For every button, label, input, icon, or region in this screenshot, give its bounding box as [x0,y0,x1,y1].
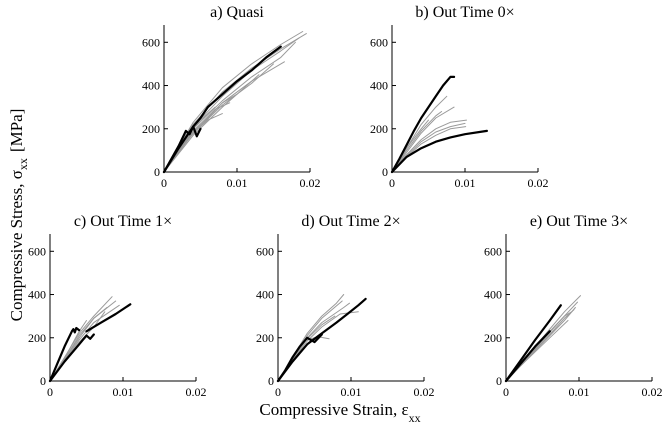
series-line [163,33,307,173]
y-axis-label-subscript: xx [16,158,30,170]
series-line [163,93,238,173]
y-tick-label: 400 [142,79,160,93]
series-line [163,63,274,173]
x-tick-label: 0.01 [113,385,134,399]
panel-2: b) Out Time 0× 0 0.01 0.02 0 200 400 600 [370,4,549,190]
x-axis-label-main: Compressive Strain, ε [259,400,408,419]
x-tick-label: 0 [275,385,281,399]
series-line [163,61,285,173]
series-line-bold [390,75,456,174]
y-tick-label: 600 [256,244,274,258]
y-axis-label: Compressive Stress, σxx [MPa] [7,109,30,322]
y-tick-label: 200 [28,331,46,345]
series-line-bold [390,129,488,174]
y-tick-label: 400 [28,288,46,302]
series-line-bold [504,304,562,383]
x-tick-label: 0.02 [300,176,321,190]
y-tick-label: 200 [256,331,274,345]
series-line [163,31,304,173]
x-axis-label: Compressive Strain, εxx [259,400,420,425]
series-line [163,74,260,173]
x-tick-label: 0.01 [341,385,362,399]
x-tick-label: 0.02 [528,176,549,190]
series-line-bold [276,333,323,383]
panel-title: e) Out Time 3× [530,213,628,230]
y-tick-label: 0 [382,165,388,179]
x-tick-label: 0 [47,385,53,399]
series-line-bold [162,125,202,174]
series-line-bold [48,326,81,383]
panel-1: a) Quasi 0 0.01 0.02 0 200 400 600 [142,4,321,190]
x-tick-label: 0 [161,176,167,190]
series-line [391,106,455,173]
y-tick-label: 200 [370,122,388,136]
y-axis-label-main: Compressive Stress, σ [7,170,26,321]
y-tick-label: 0 [154,165,160,179]
x-tick-label: 0.01 [455,176,476,190]
y-tick-label: 600 [484,244,502,258]
y-tick-label: 600 [370,35,388,49]
series-line [163,37,300,173]
y-axis-label-unit: [MPa] [7,109,26,152]
series-line-bold [276,297,367,383]
series-line [49,304,120,382]
y-tick-label: 200 [484,331,502,345]
x-tick-label: 0.02 [642,385,663,399]
y-tick-label: 600 [28,244,46,258]
x-axis-label-subscript: xx [409,411,421,425]
x-tick-label: 0.01 [227,176,248,190]
y-tick-label: 600 [142,35,160,49]
y-tick-label: 0 [40,374,46,388]
series-line [391,111,443,173]
x-tick-label: 0 [389,176,395,190]
panel-title: d) Out Time 2× [301,213,400,230]
series-line [163,41,296,173]
panel-title: b) Out Time 0× [415,4,514,21]
series-line-bold [504,330,551,383]
panel-4: d) Out Time 2× 0 0.01 0.02 0 200 400 600 [256,213,435,399]
y-tick-label: 400 [484,288,502,302]
x-tick-label: 0.02 [186,385,207,399]
x-tick-label: 0.02 [414,385,435,399]
series-line [391,119,467,173]
y-tick-label: 200 [142,122,160,136]
y-tick-label: 400 [370,79,388,93]
series-line-bold [162,45,282,174]
series-line-bold [85,303,132,333]
y-tick-label: 0 [268,374,274,388]
y-tick-label: 0 [496,374,502,388]
series-line-bold [48,333,95,383]
panel-3: c) Out Time 1× 0 0.01 0.02 0 200 400 600 [28,213,207,399]
panel-title: a) Quasi [210,4,264,21]
panel-5: e) Out Time 3× 0 0.01 0.02 0 200 400 600 [484,213,663,399]
series-line [505,320,569,382]
series-line [391,122,466,173]
x-tick-label: 0 [503,385,509,399]
x-tick-label: 0.01 [569,385,590,399]
y-tick-label: 400 [256,288,274,302]
panel-title: c) Out Time 1× [74,213,172,230]
series-line [163,102,231,173]
